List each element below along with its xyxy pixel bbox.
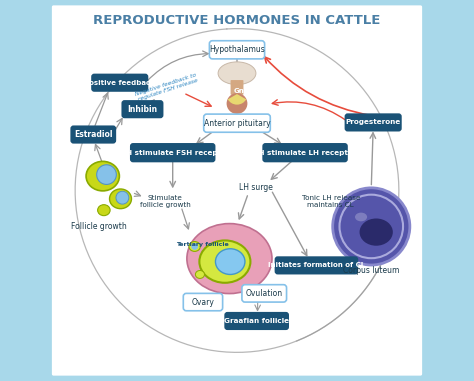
Text: Tonic LH release
maintains CL: Tonic LH release maintains CL bbox=[301, 195, 360, 208]
Text: REPRODUCTIVE HORMONES IN CATTLE: REPRODUCTIVE HORMONES IN CATTLE bbox=[93, 14, 381, 27]
FancyBboxPatch shape bbox=[71, 125, 116, 144]
Text: Hypothalamus: Hypothalamus bbox=[209, 45, 265, 54]
FancyBboxPatch shape bbox=[274, 256, 358, 274]
Ellipse shape bbox=[98, 205, 110, 216]
Text: Graafian follicle: Graafian follicle bbox=[224, 318, 289, 324]
FancyBboxPatch shape bbox=[262, 143, 348, 162]
Text: Ovulation: Ovulation bbox=[246, 289, 283, 298]
Text: Ovary: Ovary bbox=[191, 298, 214, 307]
Ellipse shape bbox=[216, 249, 245, 274]
Text: LH stimulate LH receptor: LH stimulate LH receptor bbox=[254, 150, 356, 156]
Text: Corpus luteum: Corpus luteum bbox=[343, 266, 400, 275]
Text: Follicle growth: Follicle growth bbox=[71, 222, 127, 231]
FancyBboxPatch shape bbox=[230, 80, 244, 95]
Circle shape bbox=[333, 188, 410, 265]
Ellipse shape bbox=[227, 93, 247, 114]
Text: Positive feedback: Positive feedback bbox=[84, 80, 155, 86]
Text: Initiates formation of CL: Initiates formation of CL bbox=[268, 263, 365, 268]
Ellipse shape bbox=[109, 189, 131, 209]
Ellipse shape bbox=[86, 162, 119, 191]
Circle shape bbox=[116, 191, 129, 204]
Text: Estradiol: Estradiol bbox=[74, 130, 112, 139]
Ellipse shape bbox=[195, 271, 204, 279]
FancyBboxPatch shape bbox=[242, 285, 287, 302]
Ellipse shape bbox=[355, 213, 367, 221]
Text: Anterior pituitary: Anterior pituitary bbox=[204, 118, 270, 128]
Text: Stimulate
follicle growth: Stimulate follicle growth bbox=[140, 195, 191, 208]
FancyBboxPatch shape bbox=[121, 100, 164, 118]
Ellipse shape bbox=[360, 218, 393, 246]
Ellipse shape bbox=[187, 224, 272, 294]
Text: GnRH: GnRH bbox=[234, 88, 255, 94]
Text: Negative feedback to
regulate FSH release: Negative feedback to regulate FSH releas… bbox=[135, 72, 199, 102]
Ellipse shape bbox=[189, 242, 201, 251]
Ellipse shape bbox=[200, 240, 250, 283]
FancyBboxPatch shape bbox=[345, 113, 402, 131]
FancyBboxPatch shape bbox=[204, 114, 270, 132]
Wedge shape bbox=[228, 94, 246, 105]
Ellipse shape bbox=[218, 62, 256, 85]
FancyBboxPatch shape bbox=[210, 41, 264, 59]
FancyBboxPatch shape bbox=[130, 143, 216, 162]
Text: LH surge: LH surge bbox=[239, 183, 273, 192]
Text: Inhibin: Inhibin bbox=[128, 105, 157, 114]
Text: Tertiary follicle: Tertiary follicle bbox=[176, 242, 228, 247]
Text: FSH stimulate FSH receptor: FSH stimulate FSH receptor bbox=[116, 150, 229, 156]
Text: Progesterone: Progesterone bbox=[346, 119, 401, 125]
FancyBboxPatch shape bbox=[50, 3, 424, 378]
FancyBboxPatch shape bbox=[91, 74, 148, 92]
Circle shape bbox=[97, 165, 116, 184]
FancyBboxPatch shape bbox=[183, 293, 223, 311]
FancyBboxPatch shape bbox=[224, 312, 289, 330]
Circle shape bbox=[191, 243, 198, 250]
